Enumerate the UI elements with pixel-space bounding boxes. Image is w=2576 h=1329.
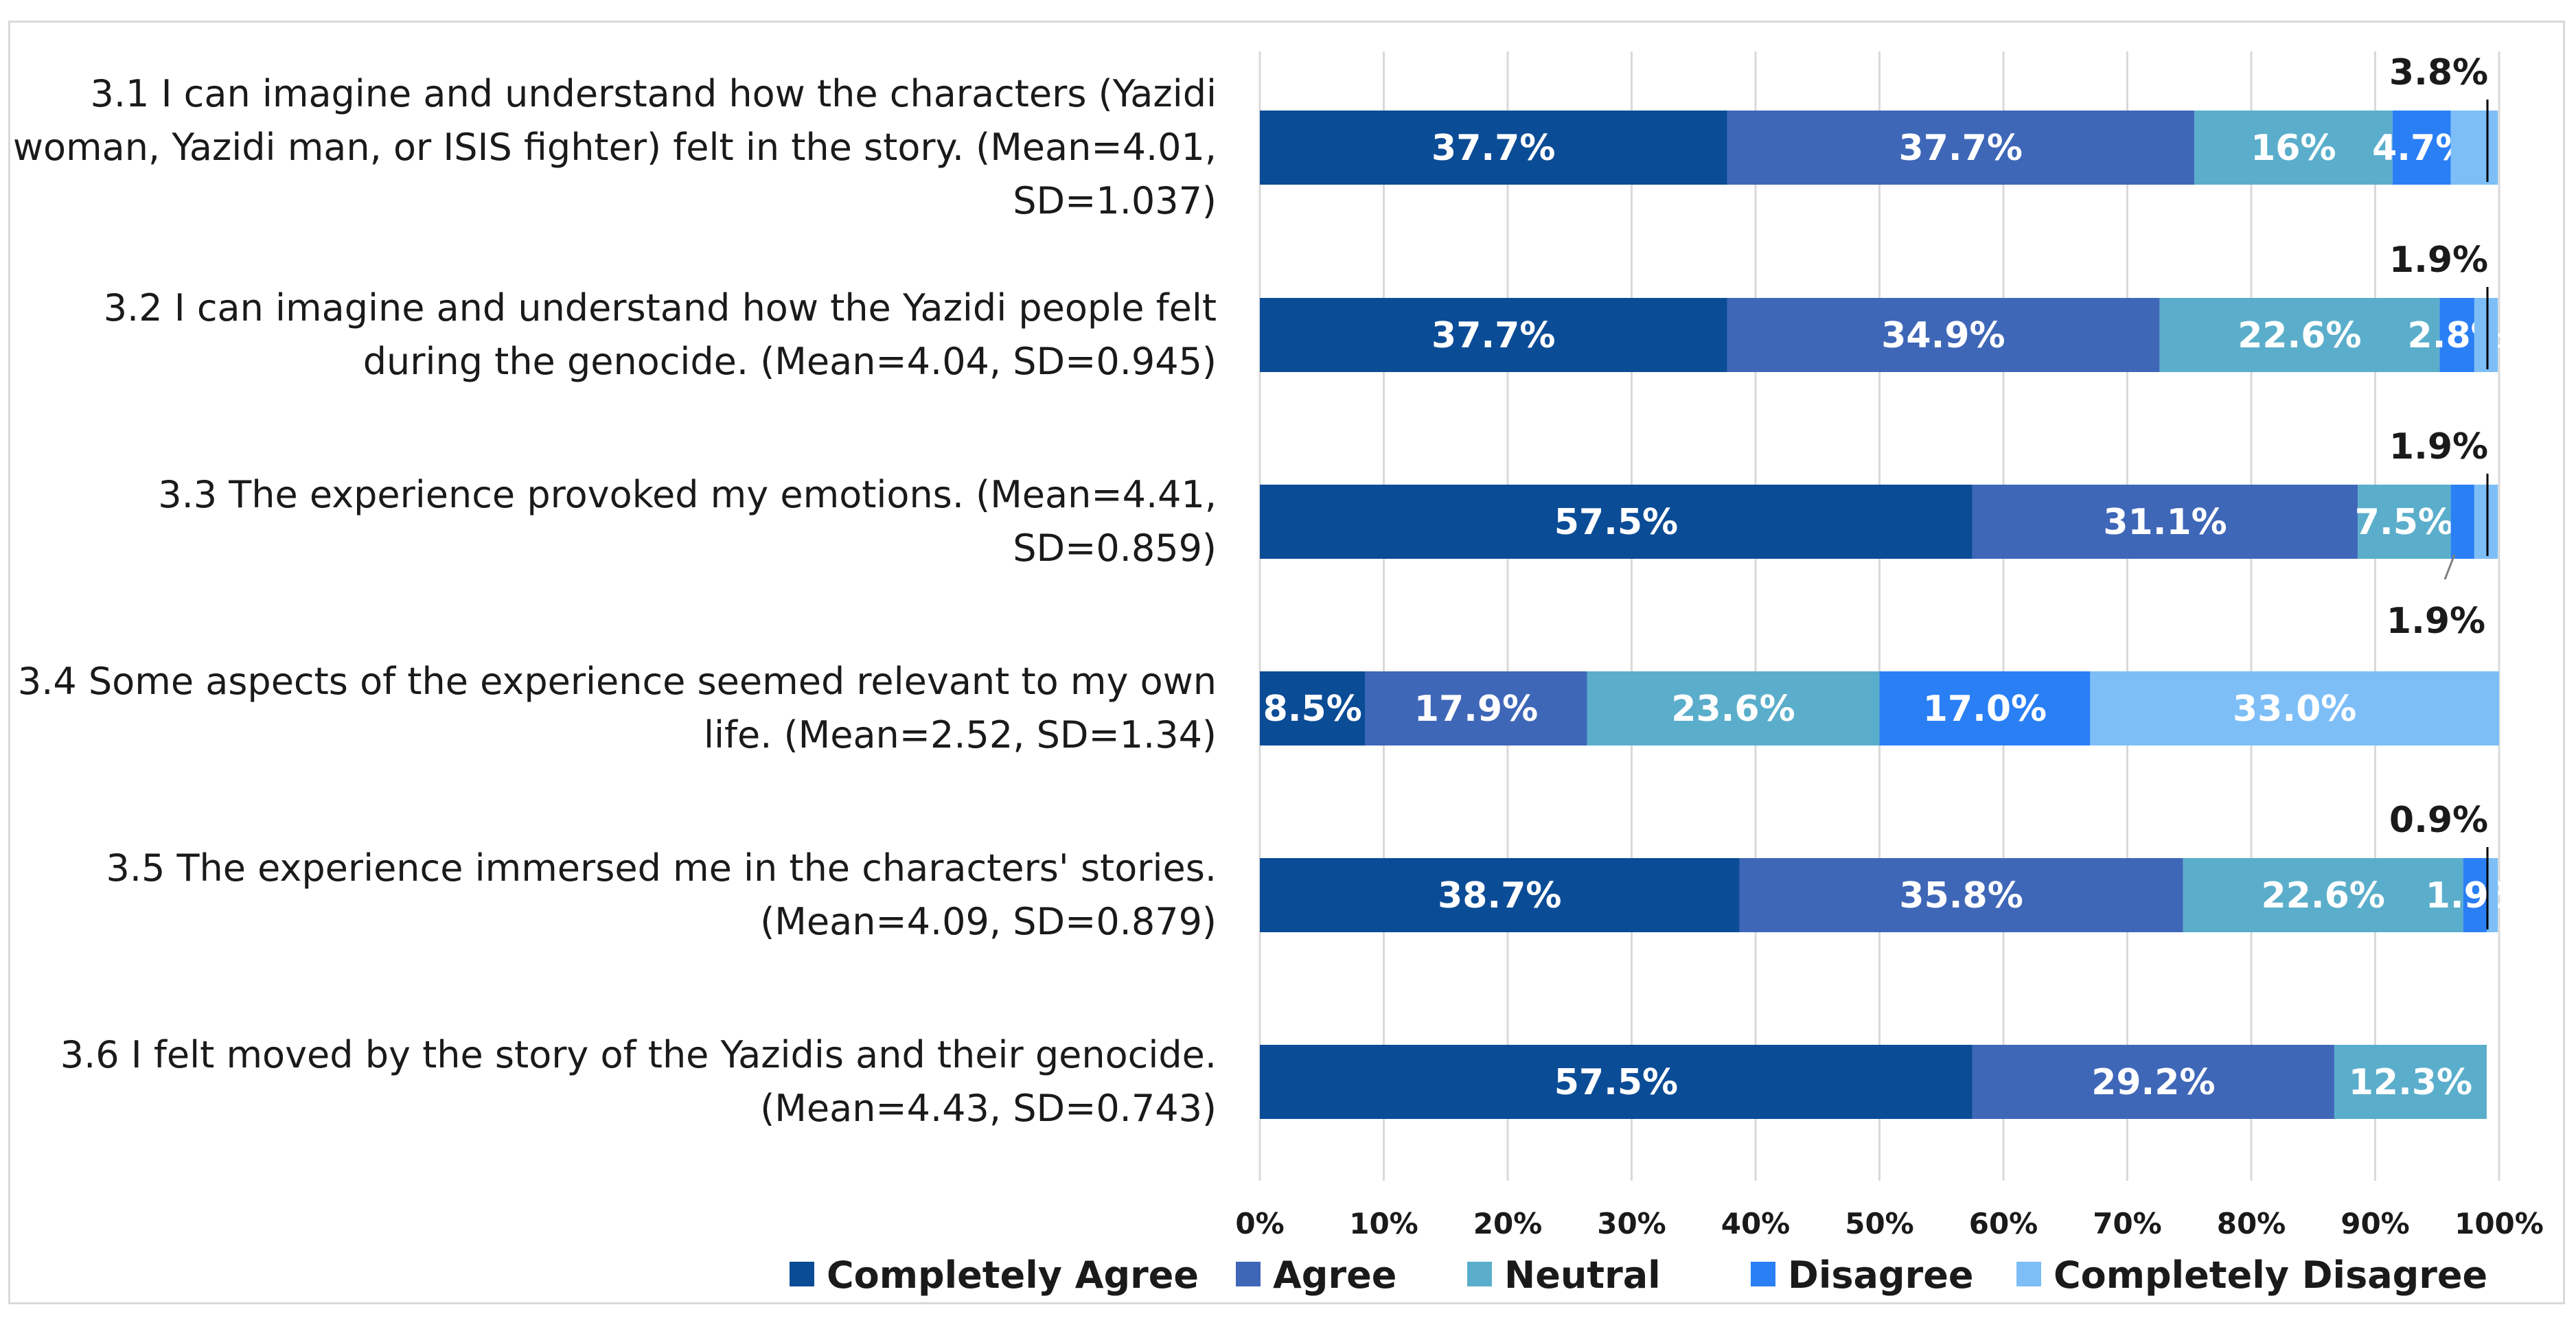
bar-segment	[2450, 111, 2498, 185]
data-label: 12.3%	[2349, 1062, 2472, 1103]
bar-segment	[2090, 671, 2499, 746]
legend-label: Completely Agree	[827, 1253, 1199, 1297]
data-label: 33.0%	[2233, 689, 2356, 730]
x-tick-label: 50%	[1845, 1207, 1914, 1240]
bar-segment	[1727, 111, 2194, 185]
data-label: 16%	[2251, 128, 2336, 169]
data-label: 17.9%	[1414, 689, 1538, 730]
category-label-line: 3.4 Some aspects of the experience seeme…	[18, 660, 1217, 703]
bar-segment	[1365, 671, 1587, 746]
callout-label: 1.9%	[2389, 426, 2488, 467]
callout-leader	[2443, 554, 2456, 580]
bar-segment	[1260, 111, 1727, 185]
legend-label: Disagree	[1788, 1253, 1973, 1297]
bar-segment	[2334, 1045, 2487, 1119]
legend-swatch	[2016, 1262, 2041, 1286]
legend-swatch	[1236, 1262, 1261, 1286]
category-label: 3.4 Some aspects of the experience seeme…	[18, 660, 1217, 756]
legend-label: Completely Disagree	[2054, 1253, 2487, 1297]
category-label-line: 3.2 I can imagine and understand how the…	[104, 286, 1217, 330]
data-label: 31.1%	[2103, 502, 2227, 543]
legend-label: Neutral	[1504, 1253, 1661, 1297]
legend-swatch	[1751, 1262, 1775, 1286]
callout-label: 3.8%	[2389, 52, 2488, 93]
x-tick-label: 40%	[1721, 1207, 1791, 1240]
x-tick-label: 100%	[2454, 1207, 2544, 1240]
callout-label: 0.9%	[2389, 800, 2488, 841]
x-tick-label: 10%	[1349, 1207, 1418, 1240]
category-label-line: 3.3 The experience provoked my emotions.…	[158, 473, 1217, 516]
category-label-line: woman, Yazidi man, or ISIS fighter) felt…	[13, 126, 1217, 169]
data-label: 22.6%	[2261, 875, 2384, 916]
bar-segment	[1260, 858, 1740, 932]
category-label: 3.3 The experience provoked my emotions.…	[158, 473, 1217, 570]
category-label-line: (Mean=4.43, SD=0.743)	[760, 1087, 1217, 1130]
data-label: 29.2%	[2091, 1062, 2215, 1103]
bar-segment	[2486, 858, 2498, 932]
category-label-line: 3.5 The experience immersed me in the ch…	[106, 846, 1217, 890]
data-label: 37.7%	[1431, 315, 1555, 356]
callout-label: 1.9%	[2389, 240, 2488, 281]
x-tick-label: 60%	[1969, 1207, 2038, 1240]
callout-label: 1.9%	[2387, 601, 2485, 642]
data-label: 22.6%	[2238, 315, 2361, 356]
x-tick-label: 80%	[2217, 1207, 2286, 1240]
legend-swatch	[790, 1262, 814, 1286]
bar-segment	[2194, 111, 2393, 185]
category-label-line: SD=1.037)	[1013, 179, 1217, 222]
bar-segment	[2474, 298, 2498, 372]
category-label: 3.1 I can imagine and understand how the…	[13, 72, 1217, 222]
bar-segment	[1727, 298, 2160, 372]
bar-segment	[1972, 485, 2358, 559]
data-label: 35.8%	[1899, 875, 2023, 916]
data-label: 57.5%	[1554, 502, 1678, 543]
category-label: 3.6 I felt moved by the story of the Yaz…	[60, 1033, 1217, 1130]
category-label-line: 3.6 I felt moved by the story of the Yaz…	[60, 1033, 1217, 1076]
data-label: 57.5%	[1554, 1062, 1678, 1103]
category-label: 3.5 The experience immersed me in the ch…	[106, 846, 1217, 943]
bar-segment	[1260, 671, 1366, 746]
data-label: 8.5%	[1263, 689, 1362, 730]
category-label-line: life. (Mean=2.52, SD=1.34)	[704, 713, 1217, 756]
x-tick-label: 30%	[1597, 1207, 1666, 1240]
bar-segment	[2358, 485, 2451, 559]
bar-segment	[1260, 1045, 1973, 1119]
x-tick-label: 20%	[1473, 1207, 1543, 1240]
category-label: 3.2 I can imagine and understand how the…	[104, 286, 1217, 383]
bar-segment	[1739, 858, 2183, 932]
data-label: 34.9%	[1881, 315, 2005, 356]
legend-label: Agree	[1273, 1253, 1396, 1297]
bar-segment	[1587, 671, 1880, 746]
bar-segment	[2450, 485, 2474, 559]
legend-swatch	[1467, 1262, 1492, 1286]
data-label: 17.0%	[1923, 689, 2047, 730]
bar-segment	[2392, 111, 2451, 185]
data-label: 37.7%	[1899, 128, 2023, 169]
category-label-line: SD=0.859)	[1013, 527, 1217, 570]
data-label: 7.5%	[2355, 502, 2454, 543]
category-label-line: (Mean=4.09, SD=0.879)	[760, 900, 1217, 943]
bar-segment	[2159, 298, 2440, 372]
data-label: 23.6%	[1671, 689, 1795, 730]
bar-segment	[1260, 298, 1727, 372]
x-tick-label: 90%	[2341, 1207, 2410, 1240]
bar-segment	[1879, 671, 2091, 746]
chart-frame	[8, 21, 2565, 1304]
bar-segment	[2183, 858, 2463, 932]
category-label-line: during the genocide. (Mean=4.04, SD=0.94…	[363, 340, 1217, 383]
bar-segment	[1972, 1045, 2334, 1119]
data-label: 37.7%	[1431, 128, 1555, 169]
category-label-line: 3.1 I can imagine and understand how the…	[91, 72, 1217, 115]
bar-segment	[2474, 485, 2498, 559]
bar-segment	[2439, 298, 2474, 372]
data-label: 1.9%	[2426, 875, 2525, 916]
x-tick-label: 70%	[2093, 1207, 2162, 1240]
bar-segment	[1260, 485, 1973, 559]
x-tick-label: 0%	[1235, 1207, 1284, 1240]
bar-segment	[2463, 858, 2487, 932]
data-label: 38.7%	[1438, 875, 1561, 916]
